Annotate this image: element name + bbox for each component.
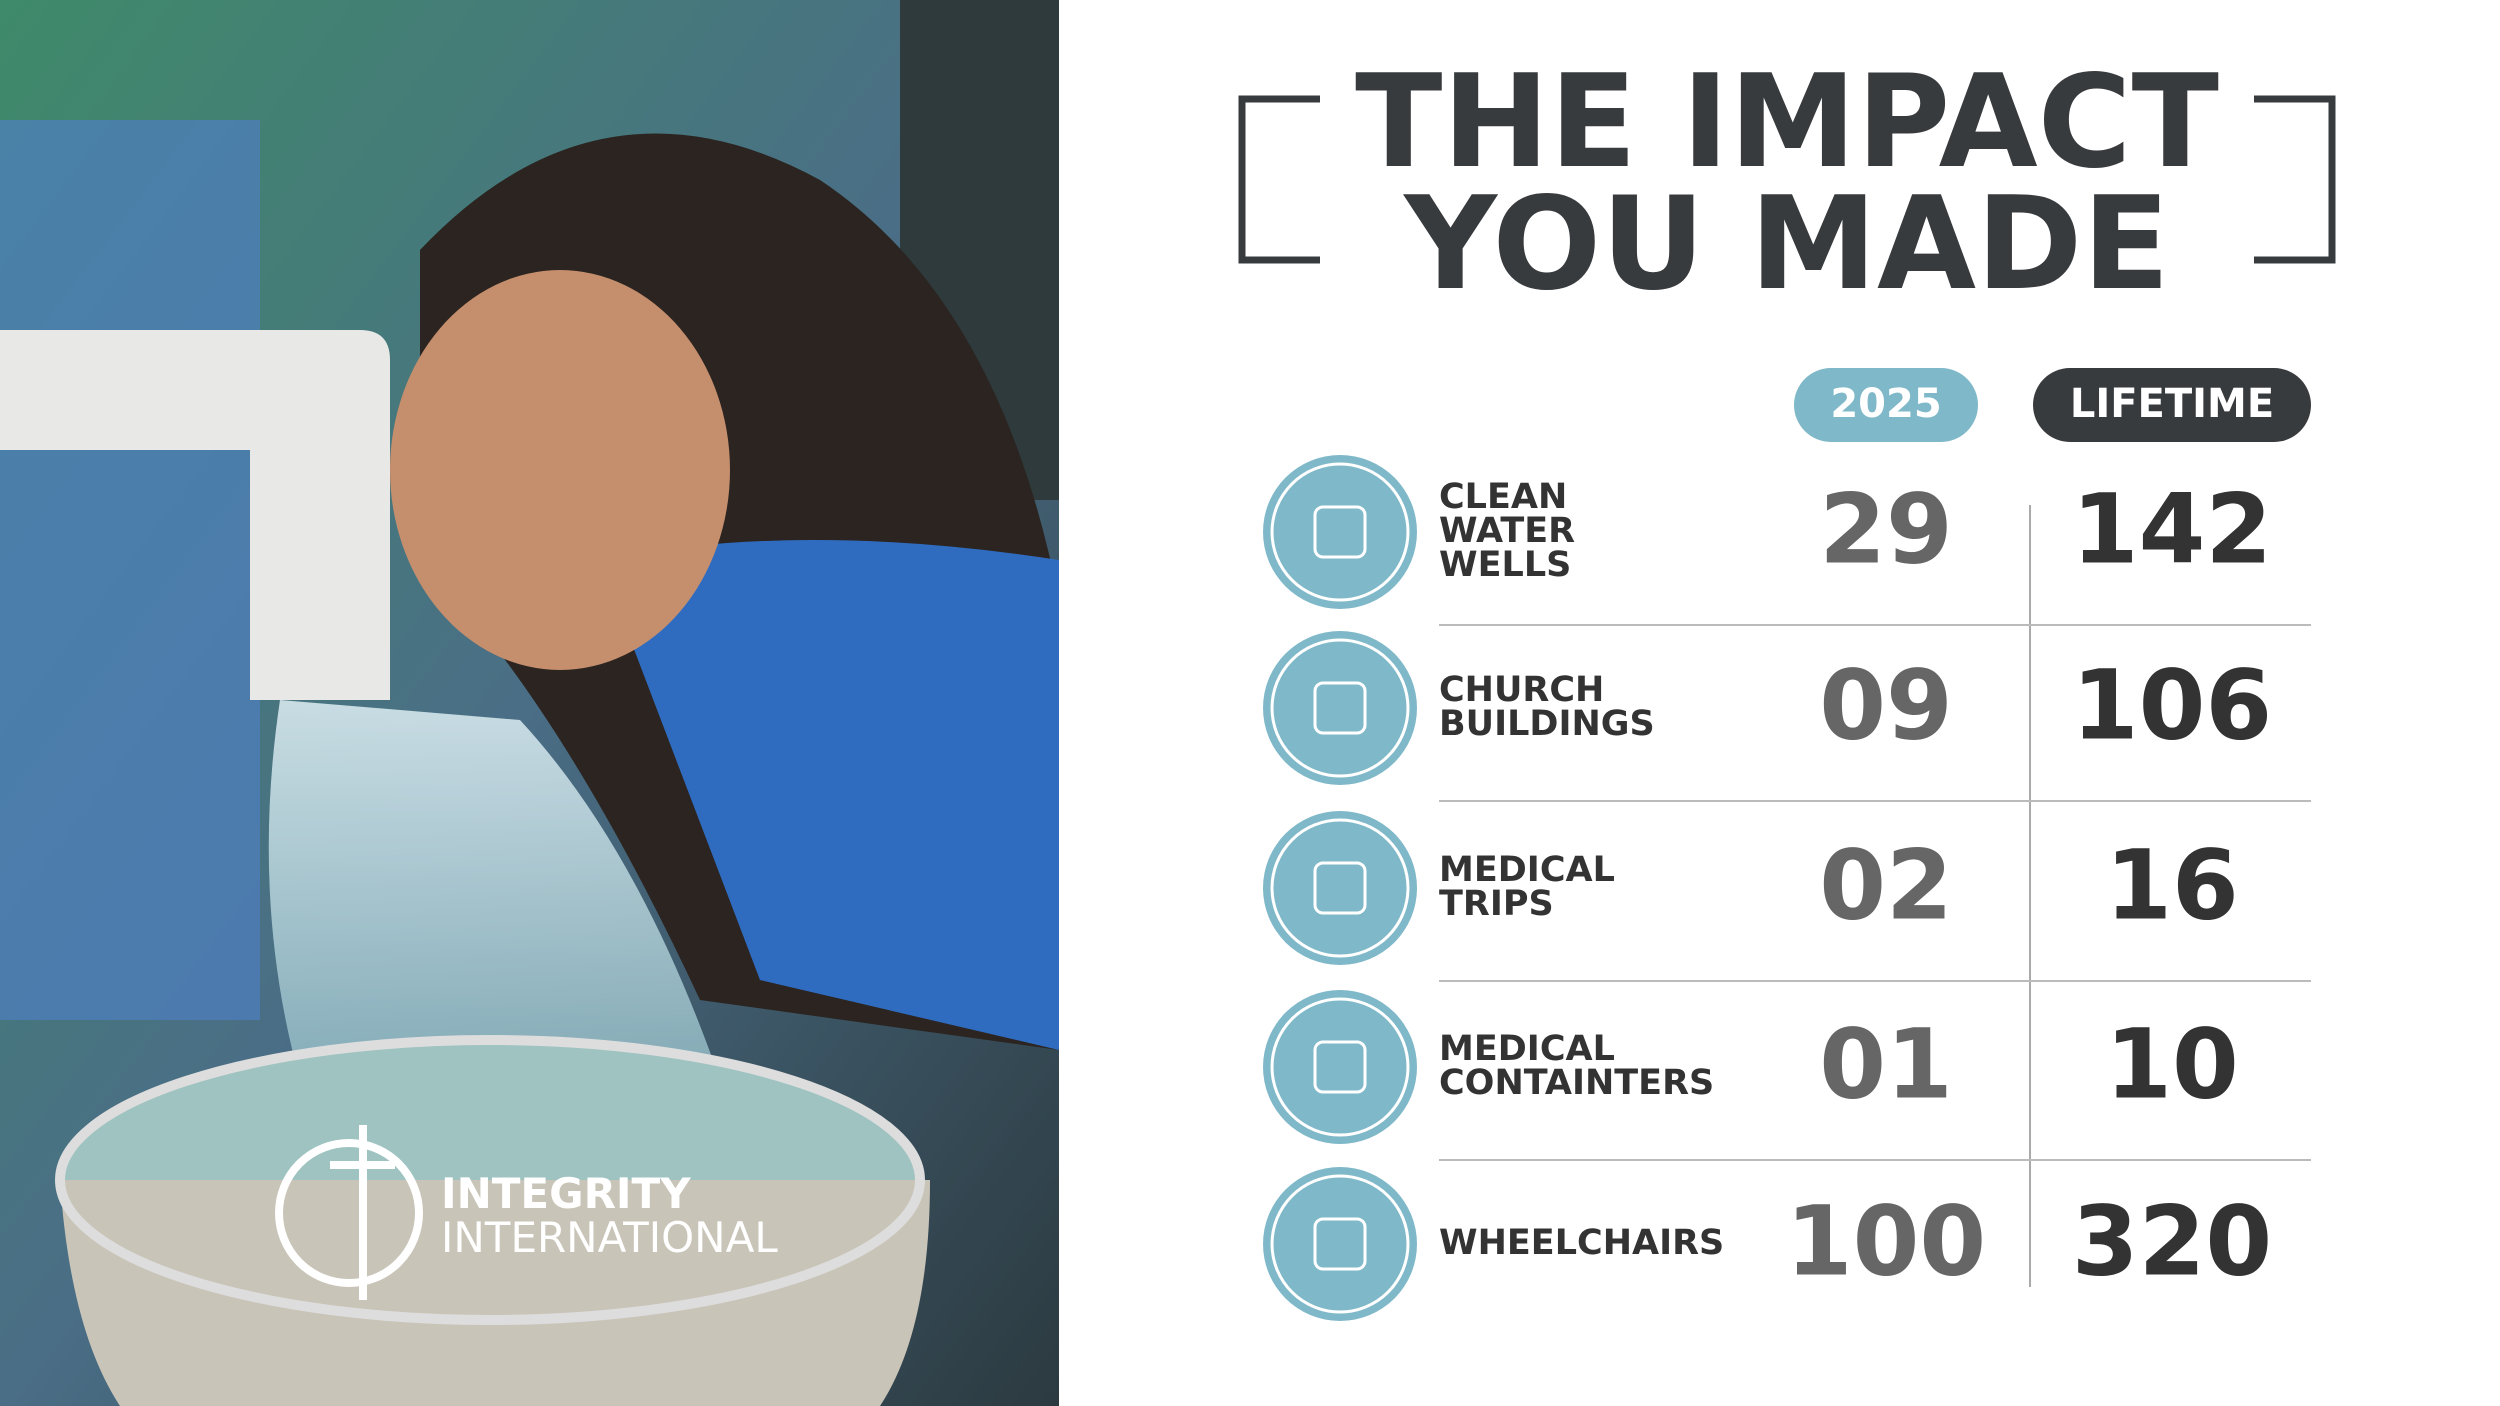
row-label: MEDICAL: [1439, 850, 1615, 890]
value-lifetime: 320: [2072, 1185, 2272, 1297]
icon: [1313, 505, 1367, 559]
icon: [1313, 1217, 1367, 1271]
icon-ring: [1263, 811, 1417, 965]
icon-ring: [1270, 997, 1410, 1137]
icon-ring: [1263, 990, 1417, 1144]
icon-ring: [1270, 818, 1410, 958]
icon-ring: [1263, 631, 1417, 785]
row-label: CHURCH: [1439, 670, 1604, 710]
value-2025: 01: [1819, 1008, 1953, 1120]
column-header: LIFETIME: [2070, 381, 2274, 427]
icon: [1313, 681, 1367, 735]
icon: [1313, 1040, 1367, 1094]
pill: [2033, 368, 2311, 442]
title-brackets: [1238, 95, 2336, 264]
icon-ring: [1270, 638, 1410, 778]
row-label: WELLS: [1439, 545, 1571, 585]
value-2025: 29: [1819, 473, 1953, 585]
icon-ring: [1263, 1167, 1417, 1321]
value-lifetime: 16: [2105, 829, 2239, 941]
row-label: WATER: [1439, 511, 1575, 551]
pill: [1794, 368, 1978, 442]
title: THE IMPACT: [1355, 48, 2219, 197]
value-2025: 02: [1819, 829, 1953, 941]
title: YOU MADE: [1402, 170, 2170, 319]
logo-text: INTEGRITY: [441, 1169, 691, 1218]
value-lifetime: 10: [2105, 1008, 2239, 1120]
row-label: BUILDINGS: [1439, 704, 1655, 744]
logo-text: INTERNATIONAL: [441, 1213, 778, 1262]
icon-ring: [1270, 1174, 1410, 1314]
row-label: TRIPS: [1439, 884, 1554, 924]
icon: [1313, 861, 1367, 915]
row-label: WHEELCHAIRS: [1439, 1223, 1724, 1263]
value-2025: 09: [1819, 649, 1953, 761]
photo: [0, 0, 1059, 1406]
icon-ring: [1270, 462, 1410, 602]
icon-ring: [1263, 455, 1417, 609]
row-label: MEDICAL: [1439, 1029, 1615, 1069]
row-label: CONTAINTERS: [1439, 1063, 1714, 1103]
column-header: 2025: [1830, 381, 1941, 427]
value-lifetime: 142: [2072, 473, 2272, 585]
value-lifetime: 106: [2072, 649, 2272, 761]
value-2025: 100: [1786, 1185, 1986, 1297]
row-label: CLEAN: [1439, 477, 1567, 517]
